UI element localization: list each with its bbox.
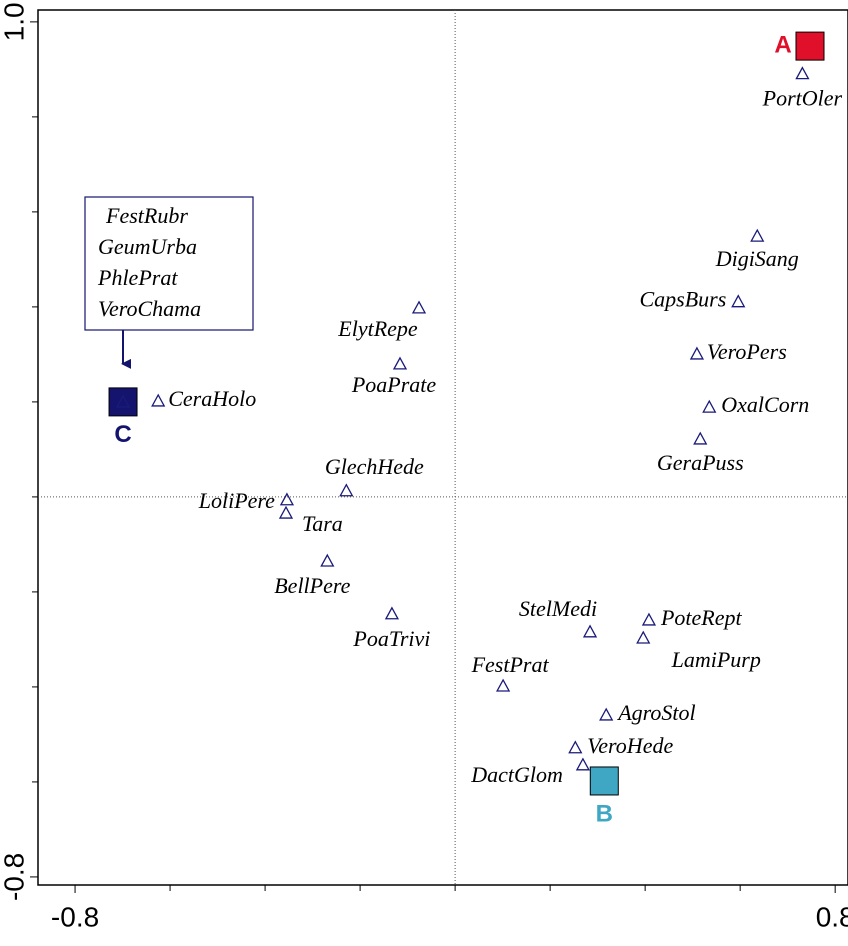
x-tick-label: -0.8 xyxy=(51,901,99,932)
species-point xyxy=(702,399,717,413)
species-point xyxy=(151,393,166,407)
species-label: CapsBurs xyxy=(639,287,726,312)
species-label: PoaPrate xyxy=(351,372,437,397)
boxed-label: FestRubr xyxy=(105,203,188,228)
centroid-label: C xyxy=(114,421,131,448)
centroid xyxy=(589,766,619,796)
species-label: LoliPere xyxy=(198,488,275,513)
species-label: BellPere xyxy=(274,573,350,598)
species-label: PoteRept xyxy=(660,605,743,630)
species-point xyxy=(496,678,511,692)
species-label: DactGlom xyxy=(470,762,563,787)
species-point xyxy=(599,707,614,721)
species-label: StelMedi xyxy=(519,596,597,621)
x-tick-label: 0.8 xyxy=(816,901,848,932)
centroid xyxy=(108,387,138,417)
species-label: Tara xyxy=(302,511,343,536)
species-point xyxy=(689,346,705,360)
species-point xyxy=(411,300,427,314)
species-label: GlechHede xyxy=(325,454,424,479)
y-tick-label: -0.8 xyxy=(0,853,29,901)
centroid xyxy=(795,31,825,61)
boxed-label: PhlePrat xyxy=(97,265,178,290)
species-point xyxy=(795,66,810,80)
species-label: PoaTrivi xyxy=(352,626,430,651)
species-point xyxy=(750,228,765,242)
species-point xyxy=(582,624,598,638)
y-tick-label: 1.0 xyxy=(0,2,29,41)
label-box xyxy=(84,196,254,331)
species-point xyxy=(115,394,131,408)
species-label: ElytRepe xyxy=(337,316,418,341)
species-point xyxy=(693,431,708,445)
species-point xyxy=(641,612,657,626)
species-label: VeroPers xyxy=(707,339,787,364)
species-point xyxy=(279,492,295,506)
species-label: CeraHolo xyxy=(168,386,256,411)
species-point xyxy=(339,483,354,497)
species-label: PortOler xyxy=(762,86,843,111)
species-point xyxy=(384,606,400,620)
species-point xyxy=(568,740,583,754)
plot-frame xyxy=(37,9,848,886)
centroid-label: A xyxy=(774,31,791,58)
species-point xyxy=(278,505,294,519)
species-label: DigiSang xyxy=(715,246,799,271)
species-label: AgroStol xyxy=(616,700,695,725)
centroid-label: B xyxy=(596,800,613,827)
species-label: LamiPurp xyxy=(671,647,761,672)
species-point xyxy=(731,294,746,308)
species-point xyxy=(636,630,651,644)
species-point xyxy=(392,356,408,370)
boxed-label: VeroChama xyxy=(98,296,201,321)
species-point xyxy=(575,757,591,771)
species-label: VeroHede xyxy=(587,733,673,758)
species-label: FestPrat xyxy=(471,652,550,677)
species-label: OxalCorn xyxy=(721,392,809,417)
species-point xyxy=(320,553,335,567)
boxed-label: GeumUrba xyxy=(98,234,197,259)
species-label: GeraPuss xyxy=(657,450,744,475)
